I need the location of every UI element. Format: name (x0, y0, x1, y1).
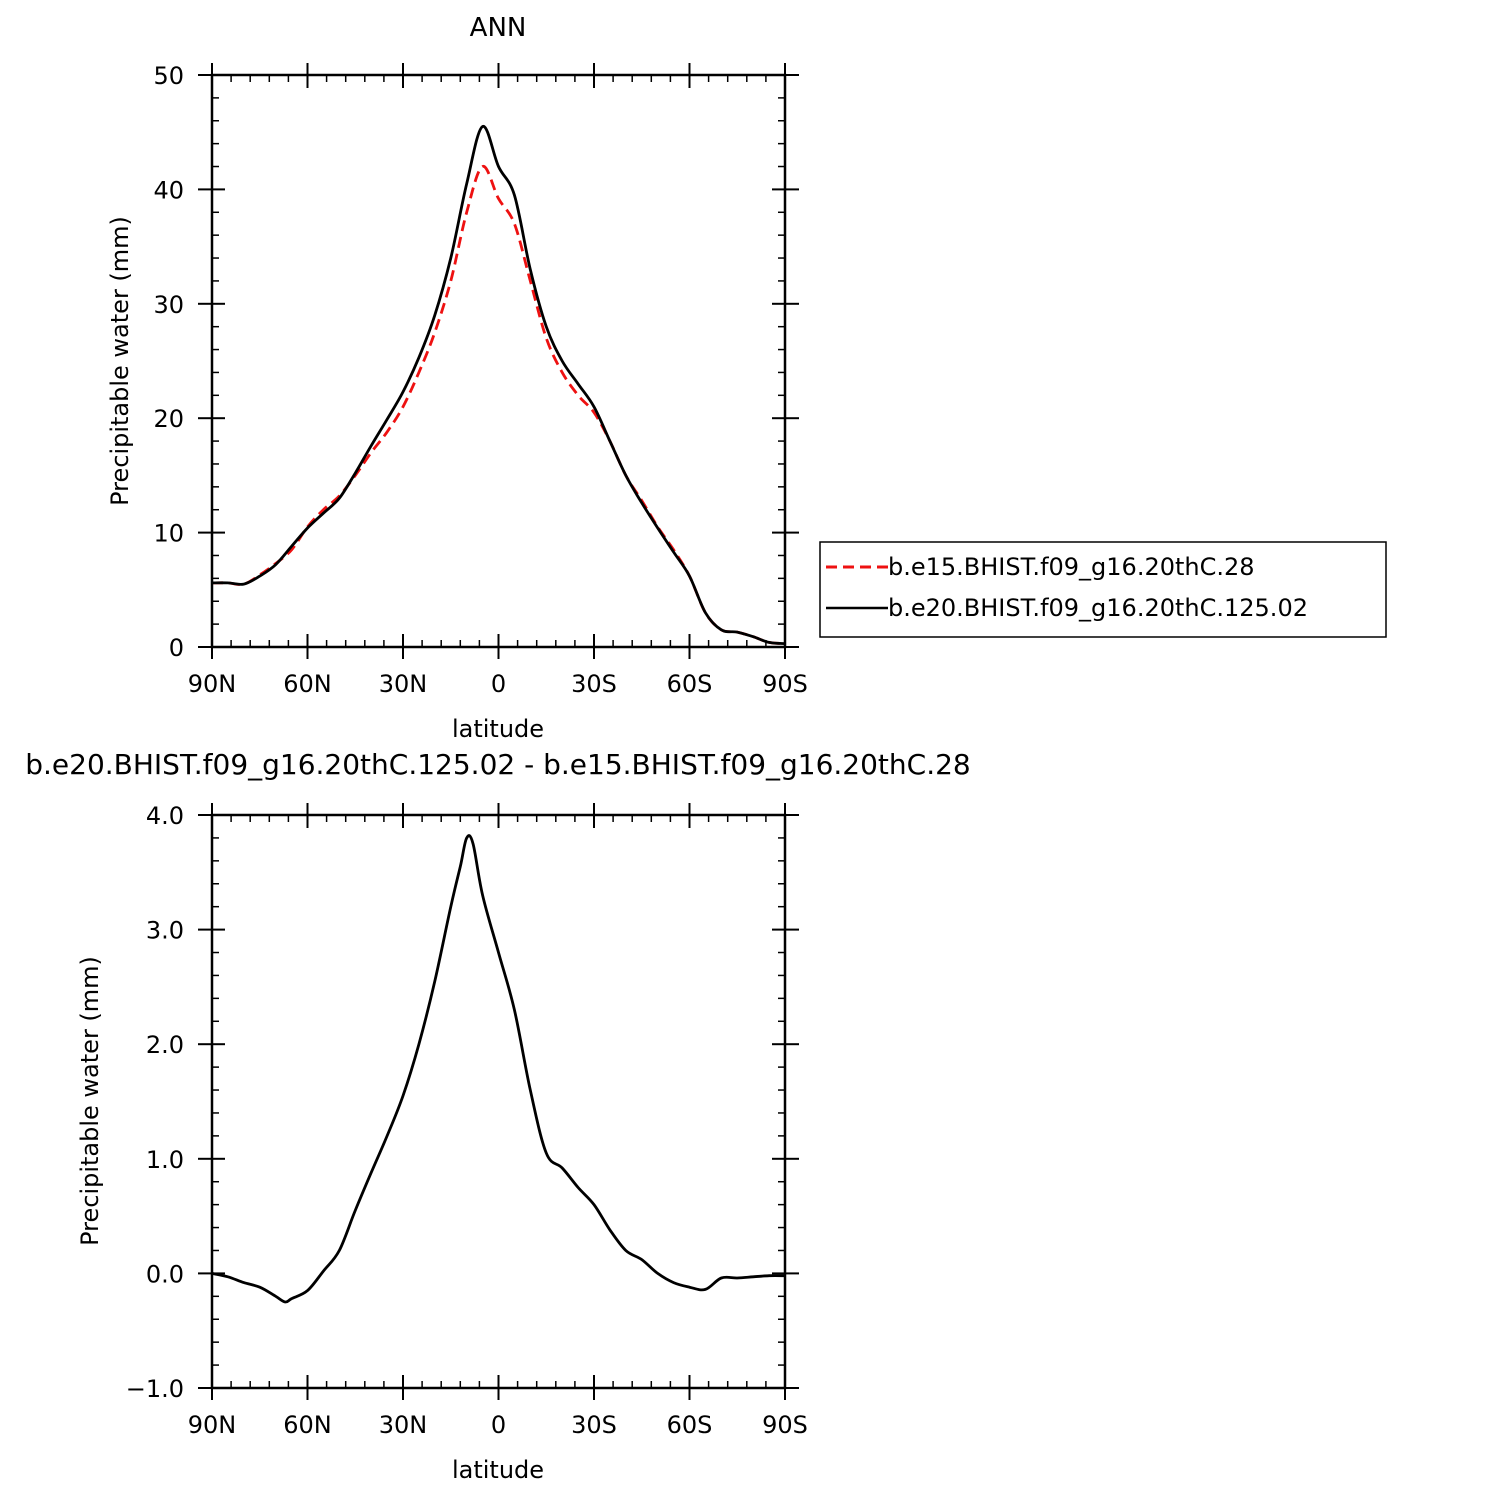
bottom-chart-ticks: 90N 60N 30N 0 30S 60S 90S −1.0 0.0 1.0 2.0 3.0 4.0 (126, 802, 808, 1439)
bottom-chart-x-tick-label: 30S (571, 1411, 617, 1439)
top-chart-series (211, 125, 786, 645)
bottom-chart-y-tick-label: 0.0 (146, 1260, 184, 1288)
bottom-chart-x-tick-label: 60S (667, 1411, 713, 1439)
bottom-chart: b.e20.BHIST.f09_g16.20thC.125.02 - b.e15… (25, 748, 971, 1484)
bottom-chart-x-tick-label: 0 (491, 1411, 506, 1439)
top-chart-y-axis-label: Precipitable water (mm) (106, 216, 134, 506)
bottom-chart-title: b.e20.BHIST.f09_g16.20thC.125.02 - b.e15… (25, 748, 971, 781)
top-chart-y-tick-label: 0 (169, 634, 184, 662)
bottom-chart-y-tick-label: 1.0 (146, 1146, 184, 1174)
top-chart-y-tick-label: 10 (153, 520, 184, 548)
legend-box (819, 541, 1387, 638)
top-chart-x-tick-label: 30S (571, 670, 617, 698)
top-chart-x-axis-label: latitude (452, 715, 544, 743)
bottom-chart-y-tick-label: 3.0 (146, 917, 184, 945)
bottom-chart-x-tick-label: 90S (762, 1411, 808, 1439)
top-chart-x-tick-label: 0 (491, 670, 506, 698)
top-chart-frame (210, 73, 787, 649)
bottom-chart-y-tick-label: −1.0 (126, 1375, 184, 1403)
top-chart-x-tick-label: 60N (283, 670, 332, 698)
bottom-chart-x-axis-label: latitude (452, 1456, 544, 1484)
bottom-chart-x-tick-label: 60N (283, 1411, 332, 1439)
bottom-chart-y-tick-label: 4.0 (146, 802, 184, 830)
bottom-chart-series-line-1 (211, 834, 786, 1304)
top-chart-ticks: 90N 60N 30N 0 30S 60S 90S 0 10 20 30 40 50 (153, 62, 807, 698)
bottom-chart-frame (210, 813, 787, 1390)
bottom-chart-y-tick-label: 2.0 (146, 1031, 184, 1059)
top-chart: ANN Precipitable water (mm) latitude 90N… (106, 13, 1387, 743)
legend-label-series-2: b.e20.BHIST.f09_g16.20thC.125.02 (888, 594, 1308, 622)
top-chart-y-tick-label: 50 (153, 62, 184, 90)
top-chart-x-tick-label: 60S (667, 670, 713, 698)
top-chart-title: ANN (470, 13, 527, 43)
top-chart-series-line-2 (211, 125, 786, 645)
top-chart-series-line-1 (211, 165, 786, 645)
bottom-chart-x-tick-label: 90N (188, 1411, 237, 1439)
bottom-chart-y-axis-label: Precipitable water (mm) (76, 956, 104, 1246)
bottom-chart-series (211, 834, 786, 1304)
top-chart-legend: b.e15.BHIST.f09_g16.20thC.28 b.e20.BHIST… (819, 541, 1387, 638)
top-chart-y-tick-label: 30 (153, 291, 184, 319)
legend-label-series-1: b.e15.BHIST.f09_g16.20thC.28 (888, 553, 1255, 581)
top-chart-y-tick-label: 40 (153, 176, 184, 204)
top-chart-x-tick-label: 30N (379, 670, 428, 698)
bottom-chart-x-tick-label: 30N (379, 1411, 428, 1439)
top-chart-x-tick-label: 90S (762, 670, 808, 698)
top-chart-x-tick-label: 90N (188, 670, 237, 698)
top-chart-y-tick-label: 20 (153, 405, 184, 433)
